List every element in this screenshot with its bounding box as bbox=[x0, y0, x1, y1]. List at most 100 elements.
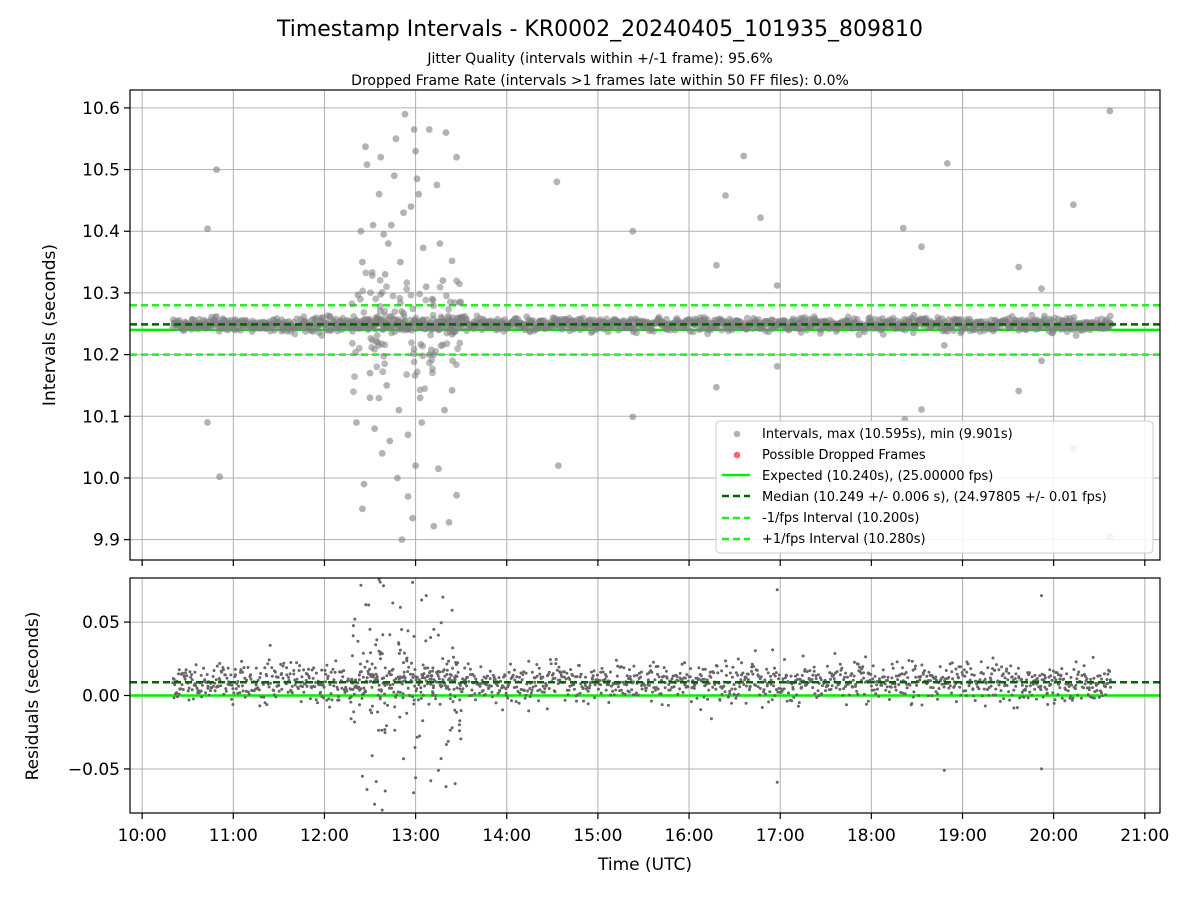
interval-outlier-point bbox=[1038, 285, 1045, 292]
residual-point bbox=[750, 669, 753, 673]
residual-point bbox=[1023, 687, 1027, 691]
residual-point bbox=[200, 683, 204, 687]
residual-point bbox=[628, 675, 632, 679]
residual-point bbox=[502, 685, 506, 689]
residual-point bbox=[537, 666, 541, 670]
residual-point bbox=[249, 673, 253, 677]
residual-point bbox=[326, 674, 330, 678]
residual-point bbox=[642, 683, 646, 687]
residual-point bbox=[461, 687, 465, 691]
top-y-tick-label: 10.3 bbox=[82, 284, 120, 304]
residual-point bbox=[415, 687, 419, 691]
residual-point bbox=[705, 678, 709, 682]
residual-point bbox=[234, 673, 237, 677]
residual-point bbox=[393, 705, 397, 709]
interval-outlier-point bbox=[360, 480, 368, 488]
residual-point bbox=[748, 684, 752, 688]
residual-point bbox=[755, 668, 759, 672]
residual-point bbox=[543, 687, 547, 691]
residual-point bbox=[1053, 698, 1057, 702]
interval-point bbox=[446, 328, 454, 336]
residual-point bbox=[769, 678, 773, 682]
residual-point bbox=[279, 662, 283, 666]
interval-point bbox=[381, 360, 389, 368]
residual-point bbox=[941, 675, 945, 679]
residual-outlier-point bbox=[411, 580, 415, 584]
residual-point bbox=[535, 674, 539, 678]
residual-point bbox=[586, 689, 590, 693]
residual-point bbox=[811, 686, 815, 690]
residual-point bbox=[510, 699, 513, 703]
residual-point bbox=[927, 670, 931, 674]
residual-point bbox=[465, 684, 469, 688]
residual-outlier-point bbox=[1040, 594, 1043, 598]
residual-point bbox=[1038, 674, 1042, 678]
top-panel-axes: 9.9 10.0 10.1 10.2 10.3 10.4 10.5 10.6 bbox=[82, 99, 1146, 566]
residual-point bbox=[685, 673, 689, 677]
residual-point bbox=[910, 659, 914, 663]
residual-point bbox=[777, 677, 781, 681]
residual-point bbox=[840, 666, 844, 670]
residual-point bbox=[596, 673, 599, 677]
residual-point bbox=[349, 717, 353, 721]
interval-outlier-point bbox=[362, 143, 369, 151]
residual-point bbox=[702, 677, 706, 681]
residual-point bbox=[680, 662, 684, 666]
residual-point bbox=[453, 708, 457, 712]
residual-point bbox=[470, 688, 474, 692]
residual-point bbox=[734, 671, 738, 675]
residual-point bbox=[913, 664, 917, 668]
residual-point bbox=[358, 703, 361, 707]
residual-point bbox=[1082, 686, 1086, 690]
residual-outlier-point bbox=[444, 785, 448, 789]
residual-point bbox=[559, 671, 563, 675]
residual-point bbox=[448, 676, 452, 680]
residual-point bbox=[1097, 695, 1101, 699]
residual-point bbox=[1066, 689, 1070, 693]
residual-point bbox=[989, 684, 993, 688]
residual-point bbox=[954, 700, 958, 704]
residual-point bbox=[448, 673, 452, 676]
residual-point bbox=[584, 675, 587, 679]
residual-point bbox=[948, 684, 952, 688]
residual-point bbox=[289, 661, 293, 664]
residual-point bbox=[770, 698, 774, 702]
residual-point bbox=[350, 654, 354, 658]
interval-outlier-point bbox=[555, 462, 562, 469]
interval-point bbox=[367, 289, 374, 296]
residual-point bbox=[856, 692, 860, 696]
residual-point bbox=[368, 708, 372, 712]
residual-point bbox=[587, 686, 591, 690]
residual-point bbox=[272, 689, 276, 692]
residual-point bbox=[540, 690, 544, 694]
residual-point bbox=[767, 700, 771, 704]
residual-point bbox=[220, 670, 224, 674]
residual-point bbox=[370, 662, 374, 666]
residual-point bbox=[634, 691, 638, 695]
residual-point bbox=[1064, 688, 1068, 692]
residual-point bbox=[862, 692, 866, 696]
residual-point bbox=[237, 684, 241, 688]
interval-point bbox=[419, 342, 427, 350]
residual-point bbox=[678, 671, 682, 675]
residual-point bbox=[400, 676, 404, 680]
residual-point bbox=[503, 673, 507, 677]
residual-point bbox=[1069, 675, 1073, 679]
residual-point bbox=[1056, 673, 1060, 677]
interval-point bbox=[422, 296, 430, 304]
interval-outlier-point bbox=[375, 190, 383, 198]
top-y-tick-label: 10.0 bbox=[82, 469, 120, 489]
residual-point bbox=[299, 700, 303, 704]
residual-point bbox=[405, 657, 409, 661]
residual-point bbox=[352, 710, 356, 714]
residual-point bbox=[842, 678, 846, 682]
residual-point bbox=[968, 678, 972, 682]
residual-point bbox=[629, 678, 633, 681]
residual-point bbox=[556, 682, 560, 686]
residual-point bbox=[473, 692, 477, 696]
residual-outlier-point bbox=[365, 788, 369, 791]
residual-point bbox=[959, 665, 963, 669]
residual-point bbox=[187, 686, 191, 690]
residual-point bbox=[295, 661, 299, 665]
residual-point bbox=[896, 678, 900, 682]
